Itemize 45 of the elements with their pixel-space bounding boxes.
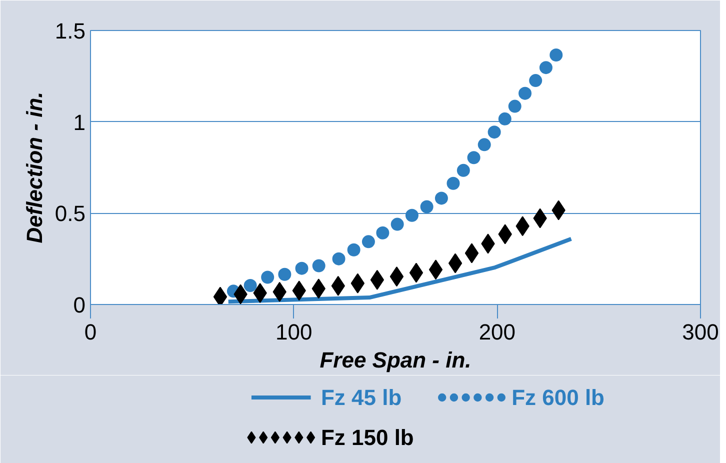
point <box>529 74 542 88</box>
point <box>428 260 443 280</box>
point <box>312 259 326 272</box>
line-series <box>226 236 574 304</box>
point <box>390 218 404 231</box>
point <box>488 126 501 139</box>
legend-label: Fz 45 lb <box>320 385 402 410</box>
point <box>405 208 418 222</box>
y-axis-title: Deflection - in. <box>22 92 47 244</box>
point <box>498 112 512 126</box>
y-tick-label: 1 <box>73 110 86 135</box>
legend-label: Fz 600 lb <box>512 385 604 410</box>
point <box>446 176 460 190</box>
point <box>539 61 552 74</box>
y-tick-label: 1.5 <box>54 18 86 44</box>
point <box>434 192 448 205</box>
point <box>350 273 365 294</box>
x-axis-title: Free Span - in. <box>320 348 472 372</box>
point <box>370 270 384 290</box>
legend-label: Fz 150 lb <box>320 425 414 450</box>
x-tick-label: 100 <box>275 320 312 344</box>
point <box>261 270 274 284</box>
y-tick-label: 0 <box>73 292 86 318</box>
point <box>464 243 479 264</box>
point <box>347 243 360 256</box>
point <box>508 100 522 113</box>
point <box>518 86 532 100</box>
x-tick-label: 300 <box>682 320 719 344</box>
point <box>478 138 491 152</box>
point <box>550 48 563 62</box>
point <box>409 262 424 283</box>
y-tick-label: 0.5 <box>54 201 86 226</box>
x-tick-label: 200 <box>478 320 516 344</box>
point <box>390 266 404 287</box>
point <box>244 279 257 292</box>
point <box>332 252 346 266</box>
point <box>213 286 228 304</box>
point <box>362 235 375 248</box>
point <box>420 200 434 214</box>
point <box>467 151 480 164</box>
point <box>295 262 308 275</box>
point <box>376 226 390 240</box>
point <box>456 164 470 177</box>
point <box>278 268 292 281</box>
point <box>448 253 462 274</box>
